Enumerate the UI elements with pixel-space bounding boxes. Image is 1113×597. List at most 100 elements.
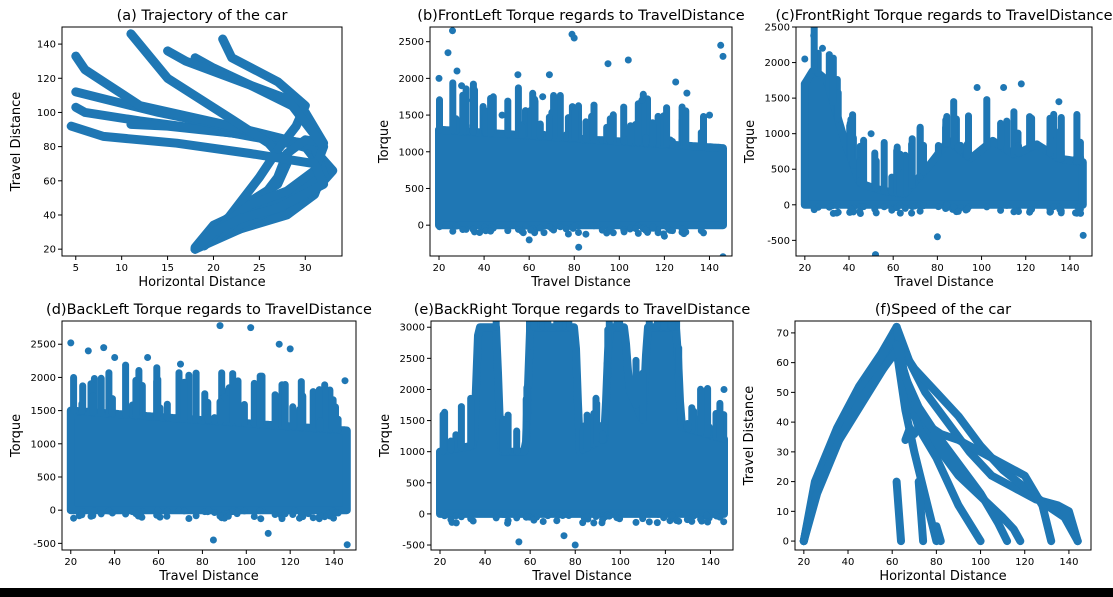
x-tick-label: 120 bbox=[281, 557, 300, 568]
x-tick-label: 100 bbox=[972, 263, 991, 274]
scatter-point bbox=[997, 206, 1005, 214]
series-line-9 bbox=[66, 121, 329, 254]
scatter-point bbox=[531, 229, 539, 237]
scatter-point bbox=[632, 518, 640, 526]
scatter-point bbox=[583, 512, 591, 520]
y-tick-label: 1000 bbox=[31, 439, 56, 450]
plot-area-d bbox=[66, 322, 351, 549]
scatter-point bbox=[539, 93, 547, 101]
scatter-point bbox=[672, 78, 680, 86]
y-tick-label: 1000 bbox=[765, 129, 790, 140]
scatter-point bbox=[943, 201, 951, 209]
y-tick-label: 3000 bbox=[400, 323, 425, 334]
scatter-point bbox=[669, 227, 676, 235]
x-axis-label: Horizontal Distance bbox=[138, 275, 265, 290]
scatter-point bbox=[240, 507, 248, 515]
subplot-title: (e)BackRight Torque regards to TravelDis… bbox=[414, 302, 751, 318]
scatter-point bbox=[570, 34, 578, 42]
scatter-point bbox=[916, 207, 924, 215]
x-tick-label: 80 bbox=[931, 263, 944, 274]
scatter-point bbox=[847, 205, 855, 213]
series-line-9 bbox=[892, 477, 905, 546]
scatter-point bbox=[449, 27, 456, 35]
scatter-point bbox=[825, 203, 833, 211]
scatter-point bbox=[703, 511, 711, 519]
scatter-point bbox=[560, 532, 568, 540]
scatter-point bbox=[1050, 203, 1058, 211]
scatter-point bbox=[250, 513, 258, 520]
scatter-point bbox=[97, 510, 105, 518]
scatter-point bbox=[645, 518, 653, 526]
x-tick-label: 100 bbox=[611, 557, 630, 568]
series-line-11 bbox=[932, 522, 945, 546]
x-tick-label: 140 bbox=[700, 263, 719, 274]
scatter-point bbox=[309, 514, 317, 522]
x-tick-label: 140 bbox=[1060, 263, 1079, 274]
subplot-title: (f)Speed of the car bbox=[875, 302, 1011, 318]
scatter-point bbox=[523, 513, 531, 521]
x-tick-label: 80 bbox=[196, 557, 209, 568]
y-tick-label: 500 bbox=[37, 472, 56, 483]
x-tick-label: 40 bbox=[479, 557, 492, 568]
y-tick-label: 100 bbox=[37, 108, 56, 119]
scatter-point bbox=[513, 514, 521, 522]
series-line-8 bbox=[163, 46, 329, 251]
y-axis-label: Torque bbox=[378, 414, 393, 458]
scatter-point bbox=[963, 205, 971, 213]
scatter-point bbox=[810, 206, 818, 214]
scatter-point bbox=[856, 208, 864, 216]
scatter-point bbox=[504, 227, 512, 235]
scatter-point bbox=[163, 507, 171, 515]
scatter-point bbox=[163, 512, 171, 520]
scatter-point bbox=[518, 227, 526, 235]
scatter-point bbox=[867, 130, 875, 138]
scatter-point bbox=[501, 511, 509, 519]
scatter-point bbox=[216, 322, 224, 330]
scatter-point bbox=[515, 538, 523, 546]
scatter-point bbox=[599, 516, 607, 524]
scatter-point bbox=[697, 515, 705, 523]
scatter-point bbox=[833, 202, 841, 210]
x-tick-label: 120 bbox=[656, 557, 675, 568]
scatter-point bbox=[211, 509, 218, 516]
scatter-point bbox=[498, 111, 506, 119]
scatter-point bbox=[441, 413, 448, 421]
y-tick-label: 2500 bbox=[399, 37, 424, 48]
y-tick-label: 0 bbox=[418, 221, 424, 232]
scatter-point bbox=[660, 232, 668, 240]
y-tick-label: 1500 bbox=[765, 94, 790, 105]
scatter-point bbox=[704, 518, 712, 526]
scatter-point bbox=[100, 344, 108, 352]
x-axis-label: Horizontal Distance bbox=[879, 569, 1006, 584]
scatter-point bbox=[697, 227, 705, 235]
scatter-point bbox=[654, 510, 662, 518]
x-tick-label: 15 bbox=[161, 263, 174, 274]
plot-area-f bbox=[799, 322, 1082, 546]
scatter-point bbox=[144, 354, 152, 361]
scatter-point bbox=[525, 236, 533, 244]
scatter-point bbox=[934, 203, 942, 211]
y-tick-label: 500 bbox=[405, 184, 424, 195]
y-tick-label: 2000 bbox=[765, 58, 790, 69]
scatter-point bbox=[624, 56, 632, 64]
subplot-e: 20 40 60 80 100 120 140 -500 0 500 1000 1500 2000 250… bbox=[378, 302, 751, 584]
y-tick-label: 40 bbox=[776, 418, 789, 429]
scatter-point bbox=[435, 74, 443, 82]
scatter-point bbox=[616, 515, 624, 523]
y-tick-label: 30 bbox=[776, 447, 789, 458]
scatter-point bbox=[286, 345, 294, 353]
scatter-point bbox=[819, 44, 826, 52]
x-tick-label: 120 bbox=[1015, 557, 1034, 568]
scatter-point bbox=[247, 324, 255, 332]
scatter-point bbox=[264, 529, 272, 537]
scatter-point bbox=[668, 511, 676, 519]
scatter-point bbox=[522, 222, 529, 230]
x-tick-label: 140 bbox=[701, 557, 720, 568]
scatter-point bbox=[545, 223, 553, 230]
y-tick-label: 0 bbox=[50, 506, 56, 517]
subplot-title: (b)FrontLeft Torque regards to TravelDis… bbox=[417, 8, 744, 24]
scatter-point bbox=[449, 227, 457, 235]
x-tick-label: 80 bbox=[569, 557, 582, 568]
y-tick-label: 0 bbox=[783, 537, 789, 548]
x-tick-label: 20 bbox=[798, 263, 811, 274]
